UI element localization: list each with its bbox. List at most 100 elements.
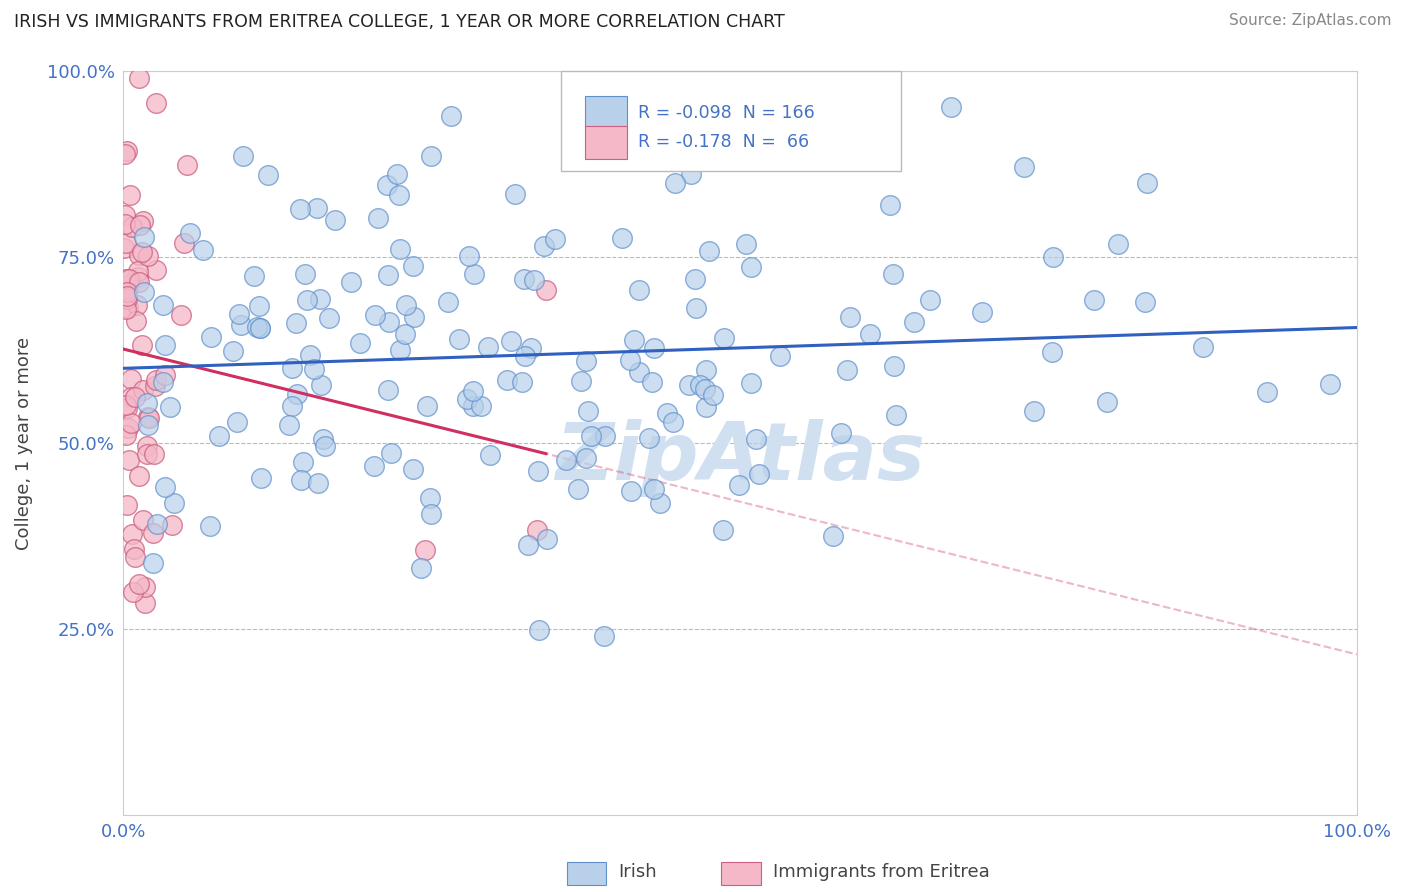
Point — [377, 268, 399, 283]
Point — [576, 404, 599, 418]
Point — [314, 439, 336, 453]
Point — [835, 363, 858, 377]
Point — [501, 334, 523, 349]
Text: R = -0.178  N =  66: R = -0.178 N = 66 — [638, 134, 808, 152]
Point — [114, 217, 136, 231]
Point — [681, 167, 703, 181]
Point — [470, 399, 492, 413]
Text: Source: ZipAtlas.com: Source: ZipAtlas.com — [1229, 13, 1392, 29]
Point — [127, 264, 149, 278]
Point — [243, 268, 266, 283]
Point — [415, 399, 437, 413]
Point — [132, 383, 155, 397]
Point — [534, 283, 557, 297]
Point — [118, 271, 141, 285]
Point — [285, 386, 308, 401]
Point — [519, 341, 541, 355]
Point — [155, 368, 177, 383]
Point — [249, 471, 271, 485]
Point — [458, 249, 481, 263]
Point — [112, 241, 135, 255]
Point — [745, 432, 768, 446]
Point — [128, 275, 150, 289]
Point — [163, 496, 186, 510]
Point — [697, 244, 720, 259]
Point — [200, 329, 222, 343]
Point — [620, 483, 643, 498]
Point — [768, 349, 790, 363]
Point — [340, 275, 363, 289]
Point — [128, 577, 150, 591]
Point — [257, 168, 280, 182]
Point — [463, 267, 485, 281]
Point — [222, 344, 245, 359]
Point — [114, 236, 136, 251]
Point — [121, 220, 143, 235]
Point — [903, 315, 925, 329]
Point — [387, 168, 409, 182]
Point — [575, 450, 598, 465]
Point — [124, 390, 146, 404]
Point — [323, 213, 346, 227]
Point — [200, 518, 222, 533]
Point — [1192, 340, 1215, 354]
Text: IRISH VS IMMIGRANTS FROM ERITREA COLLEGE, 1 YEAR OR MORE CORRELATION CHART: IRISH VS IMMIGRANTS FROM ERITREA COLLEGE… — [14, 13, 785, 31]
Point — [401, 259, 423, 273]
Point — [413, 542, 436, 557]
Point — [661, 415, 683, 429]
Point — [884, 409, 907, 423]
Point — [142, 557, 165, 571]
Point — [115, 289, 138, 303]
Point — [136, 446, 159, 460]
Point — [404, 310, 426, 324]
Point — [859, 326, 882, 341]
Text: R = -0.098  N = 166: R = -0.098 N = 166 — [638, 103, 814, 121]
Point — [131, 338, 153, 352]
FancyBboxPatch shape — [585, 126, 627, 159]
Point — [364, 308, 387, 322]
Point — [1136, 176, 1159, 190]
Point — [579, 429, 602, 443]
Point — [145, 95, 167, 110]
Point — [249, 321, 271, 335]
Point — [295, 293, 318, 308]
Point — [288, 202, 311, 216]
Point — [363, 458, 385, 473]
Point — [114, 428, 136, 442]
Point — [883, 359, 905, 374]
Point — [173, 236, 195, 251]
Point — [643, 342, 665, 356]
Point — [290, 473, 312, 487]
Point — [419, 507, 441, 521]
Point — [146, 516, 169, 531]
Point — [388, 242, 411, 256]
Point — [246, 319, 269, 334]
Point — [610, 231, 633, 245]
Point — [569, 374, 592, 388]
Point — [115, 301, 138, 316]
Point — [115, 272, 138, 286]
Point — [143, 378, 166, 392]
Point — [138, 418, 160, 433]
Point — [461, 399, 484, 413]
Point — [142, 447, 165, 461]
Point — [748, 467, 770, 481]
Point — [478, 448, 501, 462]
Point — [512, 272, 534, 286]
Point — [526, 523, 548, 537]
Point — [117, 301, 139, 316]
Point — [821, 529, 844, 543]
Point — [702, 388, 724, 402]
Point — [124, 550, 146, 565]
Point — [628, 283, 651, 297]
Point — [318, 310, 340, 325]
Point — [120, 416, 142, 430]
Point — [114, 398, 136, 412]
Point — [299, 348, 322, 362]
Point — [152, 298, 174, 312]
Point — [128, 219, 150, 233]
Point — [115, 499, 138, 513]
Point — [1083, 293, 1105, 308]
Point — [117, 421, 139, 435]
Point — [349, 336, 371, 351]
